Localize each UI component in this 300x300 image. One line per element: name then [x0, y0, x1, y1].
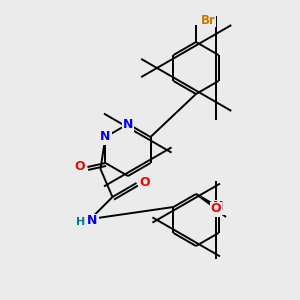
Text: Br: Br — [201, 14, 215, 26]
Text: O: O — [74, 160, 85, 173]
Text: O: O — [139, 176, 150, 188]
Text: O: O — [211, 202, 221, 215]
Text: H: H — [76, 217, 85, 227]
Text: N: N — [100, 130, 111, 143]
Text: N: N — [123, 118, 133, 130]
Text: N: N — [87, 214, 98, 227]
Text: N: N — [213, 200, 224, 214]
